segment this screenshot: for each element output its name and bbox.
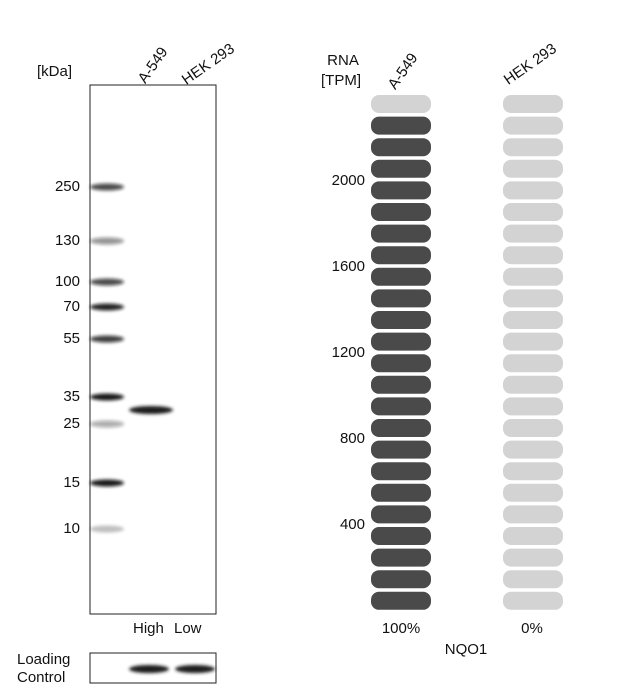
pill	[503, 462, 563, 481]
marker-label: 10	[63, 520, 80, 537]
sample-band	[129, 406, 173, 414]
lane-label: HEK 293	[179, 40, 238, 88]
pill	[503, 483, 563, 502]
pill	[503, 95, 563, 113]
pill	[371, 311, 431, 329]
scale-label: 2000	[332, 172, 365, 189]
pill	[371, 591, 431, 610]
pill	[503, 224, 563, 243]
pill	[371, 203, 431, 221]
marker-label: 15	[63, 474, 80, 491]
scale-label: 1200	[332, 344, 365, 361]
marker-label: 70	[63, 298, 80, 315]
ladder-band	[90, 525, 124, 533]
pills	[371, 95, 563, 610]
pill	[371, 138, 431, 157]
ladder-band	[90, 479, 124, 487]
unit-label: [kDa]	[37, 63, 72, 80]
pill	[371, 462, 431, 481]
rna-label: [TPM]	[321, 72, 361, 89]
pill	[503, 311, 563, 329]
pill	[371, 267, 431, 286]
pill	[371, 505, 431, 524]
rna-label: RNA	[327, 52, 359, 69]
scale-label: 1600	[332, 258, 365, 275]
lane-label: A-549	[135, 44, 172, 87]
pill	[371, 246, 431, 265]
pill	[371, 95, 431, 113]
ladder-band	[90, 183, 124, 191]
pill	[503, 375, 563, 394]
column-label: A-549	[385, 50, 422, 93]
pill	[503, 548, 563, 567]
loading-label: Loading	[17, 651, 70, 668]
pill	[503, 246, 563, 265]
pill	[503, 527, 563, 545]
column-label: HEK 293	[501, 40, 560, 88]
pill	[371, 548, 431, 567]
marker-label: 25	[63, 415, 80, 432]
scale: 2000 1600 1200 800 400	[332, 172, 365, 533]
ladder-band	[90, 237, 124, 245]
pill	[371, 527, 431, 545]
pill	[371, 354, 431, 373]
marker-label: 35	[63, 388, 80, 405]
ladder-band	[90, 420, 124, 428]
pill	[503, 116, 563, 135]
pill	[503, 138, 563, 157]
pill	[371, 159, 431, 178]
pill	[503, 397, 563, 416]
pill	[503, 203, 563, 221]
ladder-band	[90, 303, 124, 311]
loading-label: Control	[17, 669, 65, 686]
pill	[503, 159, 563, 178]
pill	[371, 181, 431, 200]
pill	[503, 419, 563, 437]
pill	[371, 224, 431, 243]
pill	[503, 181, 563, 200]
pill	[371, 375, 431, 394]
blot-frame	[89, 84, 217, 615]
pill	[371, 419, 431, 437]
pill	[371, 116, 431, 135]
percentage: 100%	[382, 620, 420, 637]
pill	[371, 289, 431, 308]
level-label: Low	[174, 620, 202, 637]
pill	[503, 354, 563, 373]
pill	[503, 505, 563, 524]
pill	[503, 267, 563, 286]
loading-band	[129, 665, 169, 673]
marker-label: 100	[55, 273, 80, 290]
pill	[503, 570, 563, 589]
pill	[503, 591, 563, 610]
pill	[371, 397, 431, 416]
gene-name: NQO1	[445, 641, 488, 658]
pill	[371, 570, 431, 589]
marker-label: 55	[63, 330, 80, 347]
scale-label: 400	[340, 516, 365, 533]
pill	[503, 332, 563, 351]
ladder-band	[90, 278, 124, 286]
pill	[503, 289, 563, 308]
pill	[371, 483, 431, 502]
level-label: High	[133, 620, 164, 637]
marker-label: 130	[55, 232, 80, 249]
ladder-band	[90, 393, 124, 401]
loading-band	[175, 665, 215, 673]
pill	[371, 332, 431, 351]
scale-label: 800	[340, 430, 365, 447]
pill	[503, 440, 563, 459]
percentage: 0%	[521, 620, 543, 637]
ladder-band	[90, 335, 124, 343]
marker-label: 250	[55, 178, 80, 195]
pill	[371, 440, 431, 459]
ladder	[90, 183, 124, 533]
